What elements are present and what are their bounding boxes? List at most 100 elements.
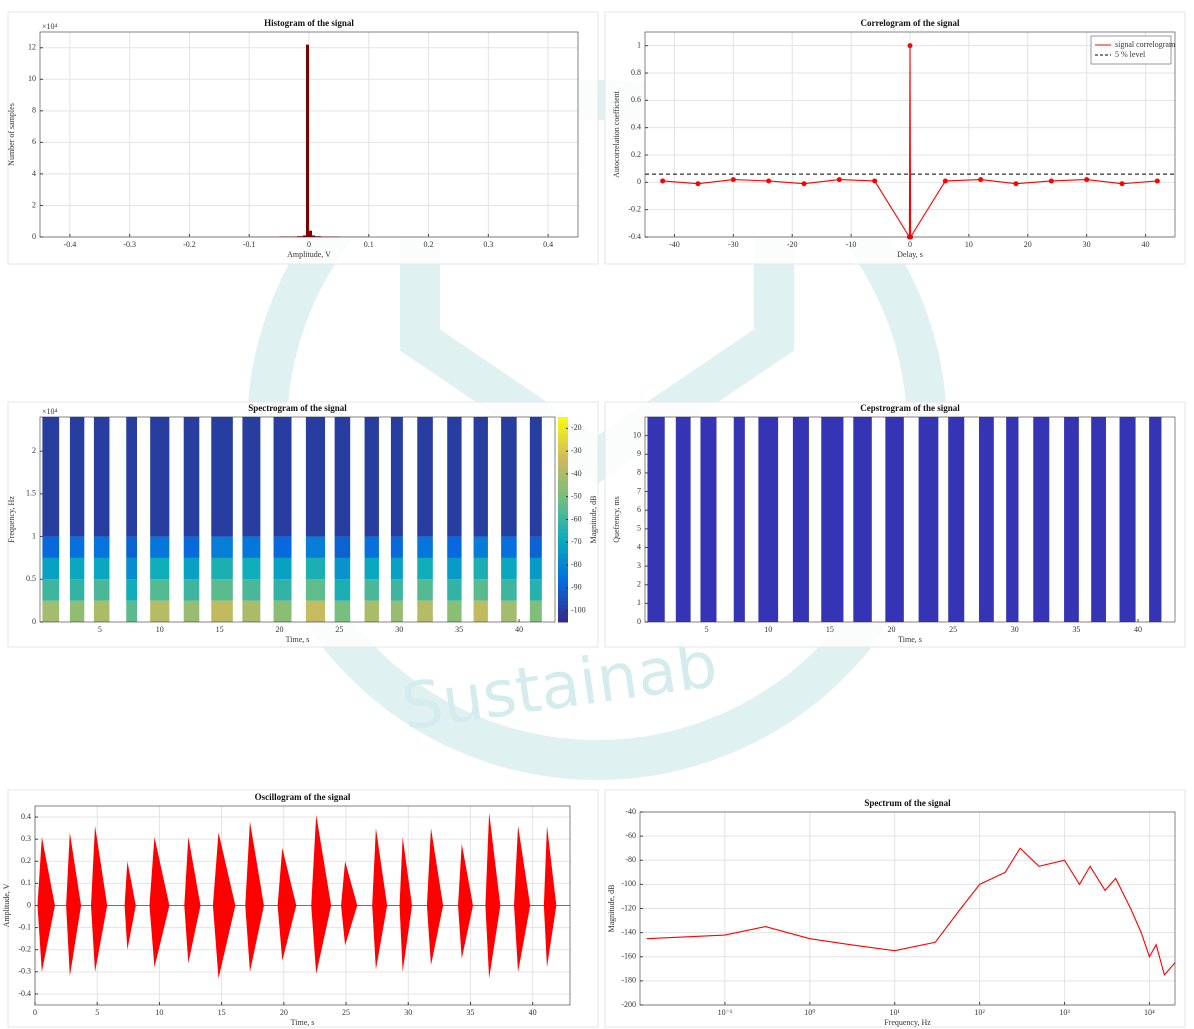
colorbar-slice — [558, 492, 568, 496]
cepstrogram-segment — [919, 417, 939, 622]
spectrogram-cell — [530, 558, 542, 579]
y-tick-label: 4 — [32, 169, 36, 178]
y-tick-label: 0.8 — [631, 68, 641, 77]
y-tick-label: 4 — [637, 542, 641, 551]
colorbar-slice — [558, 468, 568, 472]
spectrogram-cell — [150, 558, 169, 579]
x-tick-label: 15 — [218, 1008, 226, 1017]
histogram-bar — [309, 231, 312, 237]
spectrogram-cell — [335, 579, 351, 600]
series-marker — [660, 178, 665, 183]
x-tick-label: 30 — [404, 1008, 412, 1017]
y-tick-label: 0 — [637, 617, 641, 626]
y-tick-label: 0.2 — [631, 150, 641, 159]
x-tick-label: -0.3 — [123, 240, 136, 249]
colorbar-slice — [558, 489, 568, 493]
y-tick-label: -80 — [625, 855, 636, 864]
spectrogram-cell — [70, 601, 84, 622]
colorbar-slice — [558, 431, 568, 435]
y-tick-label: 0.4 — [631, 122, 641, 131]
colorbar-slice — [558, 458, 568, 462]
cepstrogram-segment — [734, 417, 745, 622]
colorbar-tick-label: -20 — [571, 423, 582, 432]
x-tick-label: 35 — [1072, 625, 1080, 634]
x-tick-label: 10⁻¹ — [718, 1008, 733, 1017]
spectrogram-cell — [335, 558, 351, 579]
x-tick-label: 40 — [1142, 240, 1150, 249]
spectrogram-cell — [447, 601, 461, 622]
colorbar-slice — [558, 441, 568, 445]
colorbar-slice — [558, 455, 568, 459]
x-tick-label: -30 — [728, 240, 739, 249]
spectrogram-cell — [274, 537, 292, 558]
series-marker — [1155, 178, 1160, 183]
y-axis-label: Frequency, Hz — [7, 496, 16, 543]
series-marker — [1120, 181, 1125, 186]
x-tick-label: -0.2 — [183, 240, 196, 249]
cepstrogram-segment — [1091, 417, 1106, 622]
series-marker — [908, 43, 913, 48]
spectrogram-cell — [474, 601, 488, 622]
spectrogram-cell — [126, 417, 137, 537]
chart-title: Oscillogram of the signal — [255, 792, 351, 802]
y-tick-label: 12 — [28, 43, 36, 52]
spectrogram-cell — [501, 579, 517, 600]
y-tick-label: 2 — [637, 580, 641, 589]
spectrogram-cell — [530, 601, 542, 622]
x-axis-label: Time, s — [291, 1018, 315, 1027]
spectrogram-cell — [474, 417, 488, 537]
colorbar-slice — [558, 602, 568, 606]
x-axis-label: Amplitude, V — [287, 250, 331, 259]
colorbar-slice — [558, 461, 568, 465]
series-marker — [1014, 181, 1019, 186]
chart-title: Cepstrogram of the signal — [860, 403, 960, 413]
x-axis-label: Frequency, Hz — [884, 1018, 931, 1027]
series-marker — [802, 181, 807, 186]
colorbar-tick-label: -60 — [571, 514, 582, 523]
spectrogram-cell — [306, 417, 325, 537]
x-tick-label: -0.1 — [243, 240, 256, 249]
y-tick-label: 9 — [637, 449, 641, 458]
colorbar-slice — [558, 537, 568, 541]
spectrogram-cell — [335, 601, 351, 622]
y-tick-label: 0.5 — [26, 574, 36, 583]
x-tick-label: 0.1 — [364, 240, 374, 249]
x-tick-label: 10 — [764, 625, 772, 634]
y-tick-label: -0.2 — [628, 204, 641, 213]
spectrogram-cell — [211, 558, 233, 579]
y-exponent: ×10⁴ — [42, 22, 58, 31]
x-tick-label: 40 — [515, 625, 523, 634]
colorbar-slice — [558, 605, 568, 609]
y-tick-label: 7 — [637, 486, 641, 495]
spectrogram-cell — [211, 579, 233, 600]
spectrogram-cell — [94, 537, 110, 558]
spectrogram-cell — [42, 537, 59, 558]
x-tick-label: 10 — [156, 625, 164, 634]
colorbar-slice — [558, 523, 568, 527]
x-tick-label: 10¹ — [890, 1008, 901, 1017]
spectrogram-cell — [242, 601, 260, 622]
spectrogram-cell — [274, 601, 292, 622]
colorbar-slice — [558, 420, 568, 424]
colorbar-slice — [558, 547, 568, 551]
spectrogram-cell — [42, 417, 59, 537]
y-tick-label: -200 — [621, 1000, 636, 1009]
colorbar-slice — [558, 588, 568, 592]
spectrogram-cell — [94, 558, 110, 579]
spectrogram-cell — [70, 417, 84, 537]
y-tick-label: 10 — [28, 74, 36, 83]
colorbar-slice — [558, 574, 568, 578]
cepstrogram-segment — [758, 417, 778, 622]
legend-label: 5 % level — [1115, 50, 1146, 59]
colorbar-slice — [558, 496, 568, 500]
x-tick-label: 10³ — [1059, 1008, 1070, 1017]
spectrogram-cell — [391, 537, 403, 558]
y-tick-label: 0.6 — [631, 95, 641, 104]
cepstrogram-segment — [1006, 417, 1018, 622]
y-tick-label: 6 — [32, 137, 36, 146]
colorbar-slice — [558, 567, 568, 571]
chart-title: Spectrum of the signal — [864, 798, 951, 808]
spectrogram-cell — [501, 601, 517, 622]
colorbar-slice — [558, 578, 568, 582]
spectrogram-cell — [70, 558, 84, 579]
